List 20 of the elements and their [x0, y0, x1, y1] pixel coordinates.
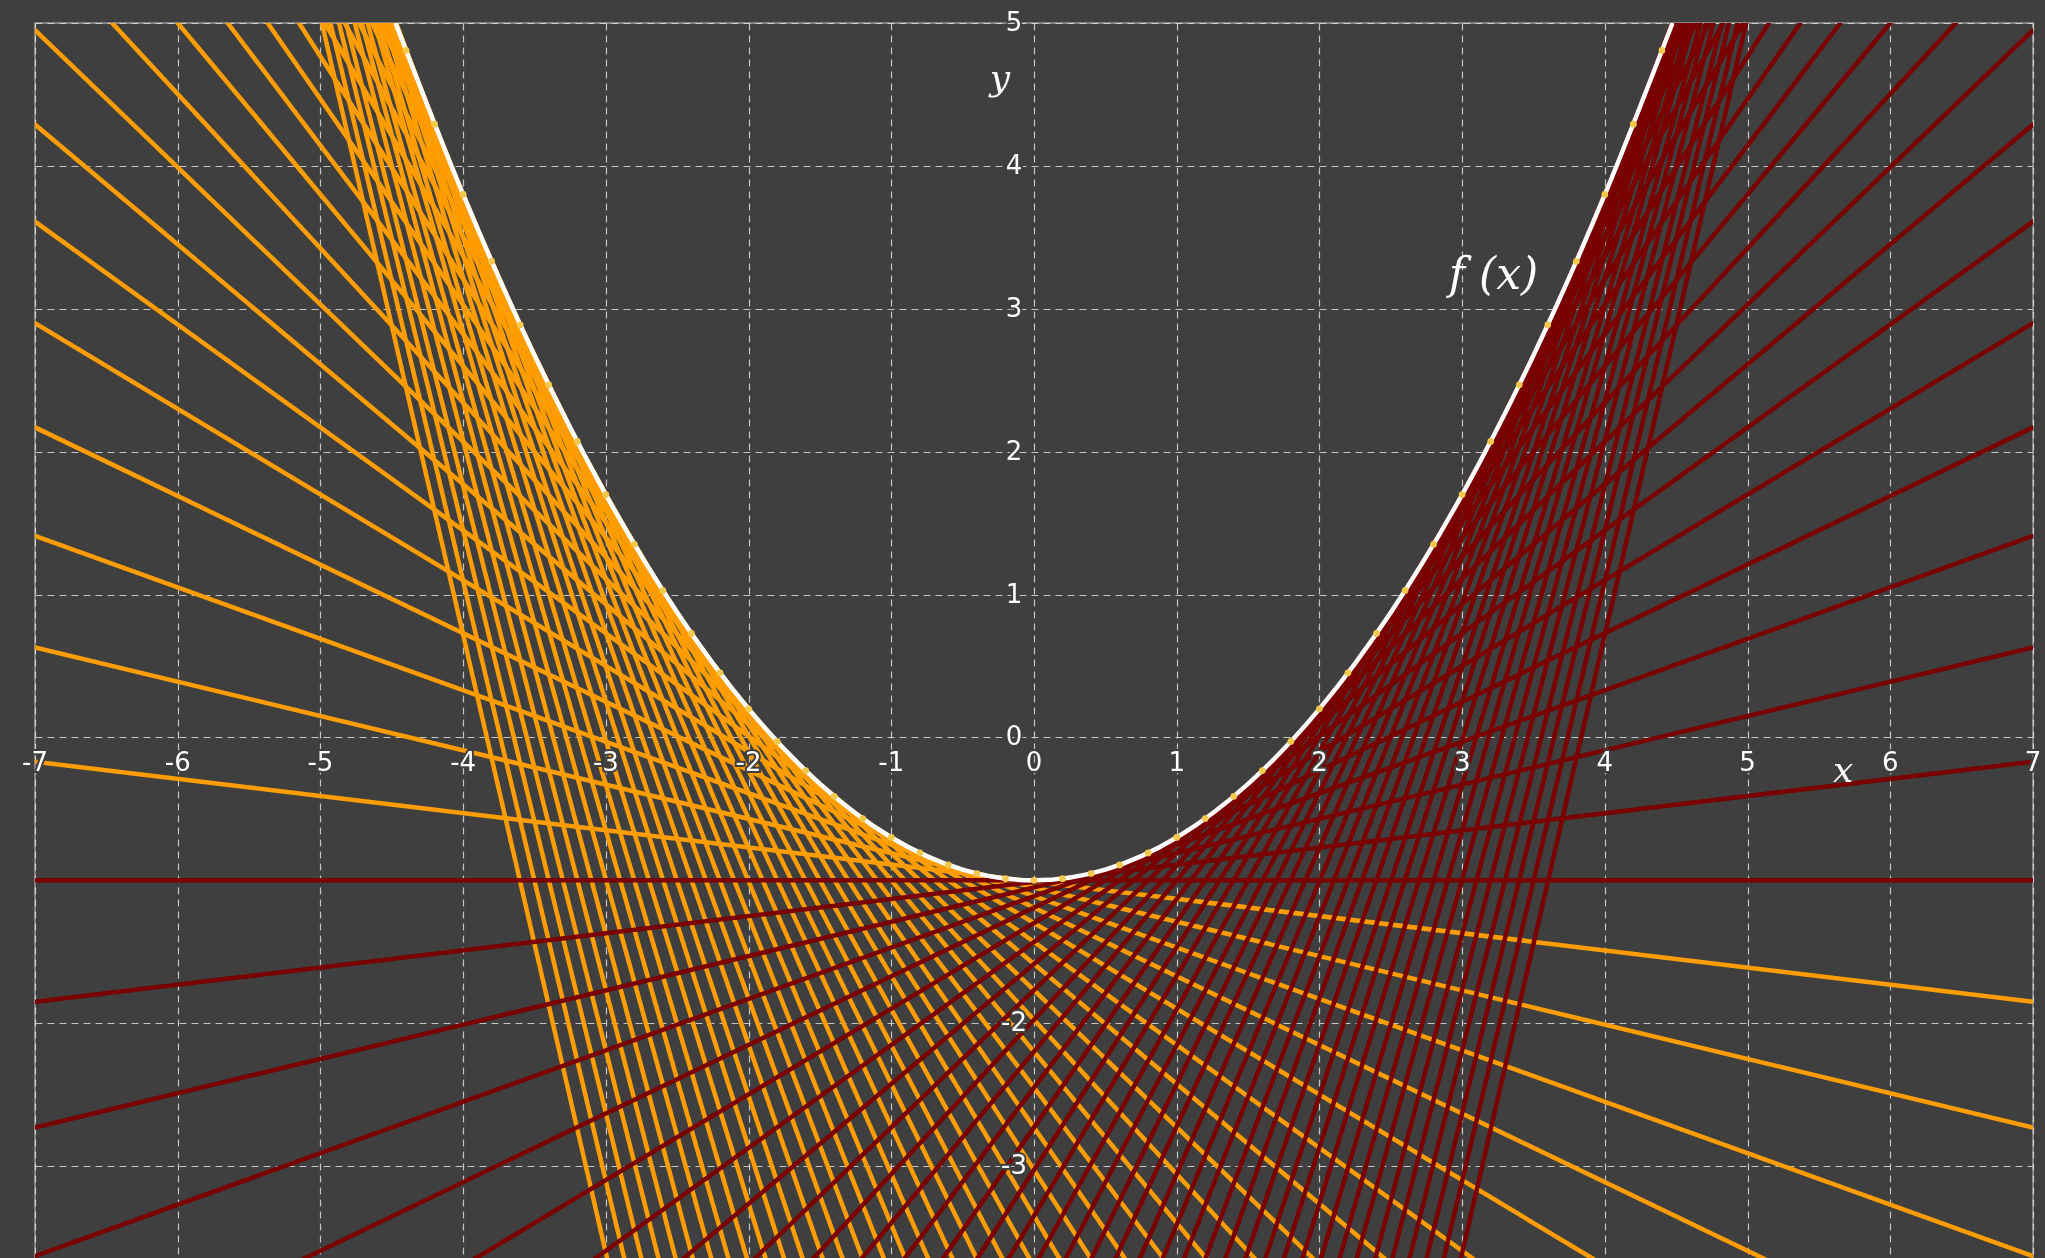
- y-tick-label: 2: [1005, 435, 1023, 466]
- x-tick-label: -4: [450, 747, 477, 778]
- x-tick-label: 4: [1596, 747, 1614, 778]
- x-tick-label: 3: [1453, 747, 1471, 778]
- x-axis-title: x: [1833, 749, 1854, 791]
- x-tick-label: -7: [22, 747, 48, 778]
- x-tick-label: 7: [2024, 747, 2042, 778]
- x-tick-label: -1: [878, 747, 905, 778]
- x-tick-label: -6: [164, 747, 191, 778]
- x-tick-label: 1: [1168, 747, 1185, 778]
- y-tick-label: 1: [1005, 578, 1023, 609]
- y-tick-label: 4: [1005, 149, 1023, 180]
- x-tick-label: -5: [307, 747, 334, 778]
- y-axis-title: y: [987, 56, 1011, 98]
- y-tick-label: 0: [1005, 721, 1023, 752]
- x-tick-label: 2: [1311, 747, 1328, 778]
- x-tick-label: 6: [1882, 747, 1899, 778]
- annotation: f (x): [1445, 248, 1539, 300]
- x-tick-label: 5: [1739, 747, 1756, 778]
- y-tick-label: 3: [1005, 292, 1023, 323]
